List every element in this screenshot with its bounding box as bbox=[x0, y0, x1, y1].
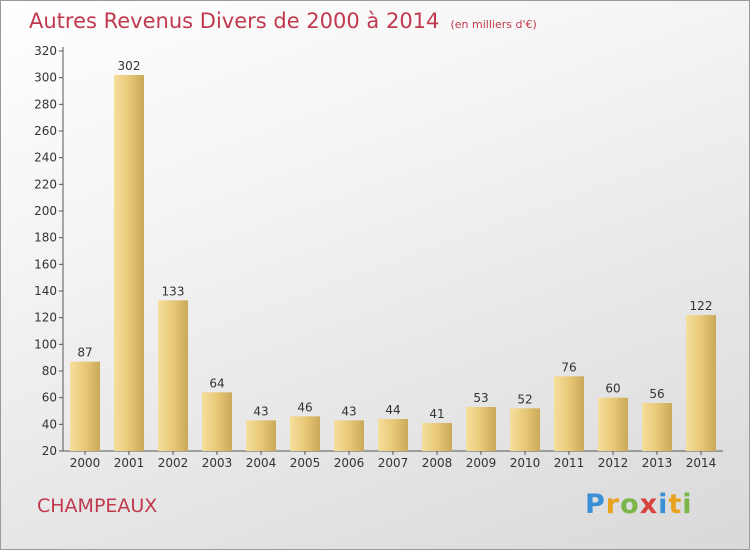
bar bbox=[510, 408, 540, 451]
y-tick-label: 60 bbox=[42, 391, 57, 405]
data-label: 46 bbox=[297, 400, 312, 414]
y-tick-label: 260 bbox=[34, 124, 57, 138]
data-label: 76 bbox=[561, 360, 576, 374]
y-tick-label: 120 bbox=[34, 311, 57, 325]
bar bbox=[246, 420, 276, 451]
data-label: 41 bbox=[429, 407, 444, 421]
data-label: 44 bbox=[385, 403, 400, 417]
bar bbox=[158, 300, 188, 451]
x-tick-label: 2000 bbox=[70, 456, 101, 470]
bar bbox=[70, 361, 100, 451]
chart-title-block: Autres Revenus Divers de 2000 à 2014 (en… bbox=[29, 9, 537, 33]
x-tick-label: 2008 bbox=[422, 456, 453, 470]
bar bbox=[202, 392, 232, 451]
y-tick-label: 300 bbox=[34, 71, 57, 85]
x-tick-label: 2013 bbox=[642, 456, 673, 470]
bar bbox=[290, 416, 320, 451]
data-label: 302 bbox=[118, 59, 141, 73]
y-tick-label: 280 bbox=[34, 97, 57, 111]
x-tick-label: 2002 bbox=[158, 456, 189, 470]
y-tick-label: 320 bbox=[34, 44, 57, 58]
bar bbox=[114, 75, 144, 451]
data-label: 43 bbox=[341, 404, 356, 418]
x-tick-label: 2005 bbox=[290, 456, 321, 470]
bar bbox=[334, 420, 364, 451]
y-tick-label: 100 bbox=[34, 337, 57, 351]
x-tick-label: 2001 bbox=[114, 456, 145, 470]
chart-subtitle: (en milliers d'€) bbox=[450, 18, 537, 31]
x-tick-label: 2007 bbox=[378, 456, 409, 470]
data-label: 122 bbox=[690, 299, 713, 313]
y-tick-label: 140 bbox=[34, 284, 57, 298]
bar bbox=[378, 419, 408, 451]
y-tick-label: 20 bbox=[42, 444, 57, 458]
x-tick-label: 2012 bbox=[598, 456, 629, 470]
bar bbox=[554, 376, 584, 451]
commune-name: CHAMPEAUX bbox=[37, 495, 158, 517]
bar bbox=[686, 315, 716, 451]
data-label: 64 bbox=[209, 376, 224, 390]
x-tick-label: 2004 bbox=[246, 456, 277, 470]
x-tick-label: 2003 bbox=[202, 456, 233, 470]
x-tick-label: 2011 bbox=[554, 456, 585, 470]
bar bbox=[598, 397, 628, 451]
data-label: 53 bbox=[473, 391, 488, 405]
x-tick-label: 2014 bbox=[686, 456, 717, 470]
bar bbox=[466, 407, 496, 451]
data-label: 60 bbox=[605, 382, 620, 396]
x-tick-label: 2006 bbox=[334, 456, 365, 470]
x-tick-label: 2009 bbox=[466, 456, 497, 470]
data-label: 87 bbox=[77, 346, 92, 360]
y-tick-label: 180 bbox=[34, 231, 57, 245]
data-label: 52 bbox=[517, 392, 532, 406]
y-tick-label: 40 bbox=[42, 417, 57, 431]
data-label: 56 bbox=[649, 387, 664, 401]
y-tick-label: 200 bbox=[34, 204, 57, 218]
chart-title: Autres Revenus Divers de 2000 à 2014 bbox=[29, 9, 440, 33]
x-tick-label: 2010 bbox=[510, 456, 541, 470]
y-tick-label: 240 bbox=[34, 151, 57, 165]
bar bbox=[642, 403, 672, 451]
y-tick-label: 160 bbox=[34, 257, 57, 271]
y-tick-label: 80 bbox=[42, 364, 57, 378]
y-tick-label: 220 bbox=[34, 177, 57, 191]
proxiti-logo: Proxiti bbox=[585, 489, 693, 520]
data-label: 43 bbox=[253, 404, 268, 418]
bar bbox=[422, 423, 452, 451]
data-label: 133 bbox=[162, 284, 185, 298]
